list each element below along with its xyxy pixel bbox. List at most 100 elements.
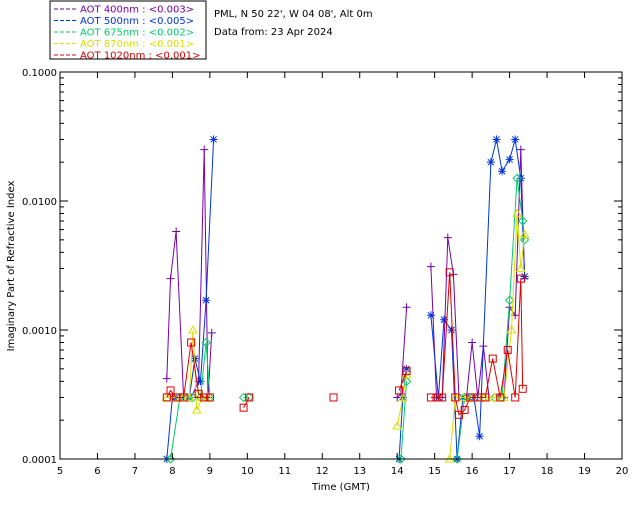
data-point xyxy=(426,311,435,320)
plot-frame xyxy=(59,71,623,460)
data-point xyxy=(511,135,520,144)
data-point xyxy=(445,268,454,277)
data-point xyxy=(190,354,199,363)
data-point xyxy=(196,377,205,386)
data-point xyxy=(397,392,408,401)
data-point xyxy=(481,393,490,402)
x-tick-label: 14 xyxy=(391,466,404,477)
data-point xyxy=(455,410,464,419)
data-point xyxy=(443,233,452,242)
data-point xyxy=(205,393,214,402)
data-point xyxy=(450,392,461,401)
series-line xyxy=(166,342,210,398)
data-point xyxy=(519,235,530,245)
series-5 xyxy=(162,268,527,419)
x-tick-label: 20 xyxy=(616,466,629,477)
legend-entry: AOT 870nm : <0.001> xyxy=(80,39,194,50)
data-point xyxy=(188,324,198,334)
chart-title-location: PML, N 50 22', W 04 08', Alt 0m xyxy=(214,9,373,20)
data-point xyxy=(161,392,172,401)
data-point xyxy=(488,354,497,363)
data-point xyxy=(512,208,522,218)
series-line xyxy=(400,381,408,460)
data-point xyxy=(402,367,411,376)
data-point xyxy=(516,274,525,283)
series-line xyxy=(430,139,526,460)
data-point xyxy=(460,405,469,414)
data-point xyxy=(451,393,460,402)
y-tick-label: 0.0010 xyxy=(22,326,57,337)
data-point xyxy=(486,158,495,167)
x-tick-label: 5 xyxy=(57,466,63,477)
chart-title-date: Data from: 23 Apr 2024 xyxy=(214,27,333,38)
data-point xyxy=(506,324,517,334)
data-point xyxy=(162,374,171,383)
legend: AOT 400nm : <0.003>AOT 500nm : <0.005>AO… xyxy=(49,0,207,62)
data-point xyxy=(245,393,254,402)
x-tick-label: 10 xyxy=(241,466,254,477)
data-point xyxy=(432,393,441,402)
x-tick-label: 7 xyxy=(132,466,138,477)
series-line xyxy=(243,397,250,408)
data-point xyxy=(166,386,175,395)
data-point xyxy=(438,393,447,402)
legend-entry: AOT 400nm : <0.003> xyxy=(80,5,194,16)
data-point xyxy=(200,393,209,402)
data-point xyxy=(447,326,456,334)
data-point xyxy=(200,145,209,154)
data-point xyxy=(457,392,468,401)
y-tick-label: 0.1000 xyxy=(22,68,57,79)
data-point xyxy=(511,393,520,402)
data-point xyxy=(518,384,527,393)
series-4 xyxy=(161,208,530,463)
data-point xyxy=(329,393,338,402)
data-point xyxy=(440,315,449,324)
data-point xyxy=(516,145,525,154)
x-tick-label: 9 xyxy=(207,466,213,477)
x-tick-label: 13 xyxy=(353,466,366,477)
data-point xyxy=(503,345,512,354)
data-point xyxy=(468,338,477,347)
data-point xyxy=(239,403,248,412)
y-tick-label: 0.0100 xyxy=(22,197,57,208)
data-point xyxy=(396,454,406,464)
data-point xyxy=(172,227,181,236)
x-tick-label: 18 xyxy=(541,466,554,477)
series-line xyxy=(396,374,408,427)
data-point xyxy=(512,173,522,183)
data-point xyxy=(209,135,218,144)
data-point xyxy=(402,364,411,373)
data-point xyxy=(426,393,435,402)
data-point xyxy=(392,421,403,430)
data-point xyxy=(187,338,196,347)
x-tick-label: 11 xyxy=(278,466,291,477)
legend-entry: AOT 500nm : <0.005> xyxy=(80,16,194,27)
data-point xyxy=(492,135,501,144)
data-point xyxy=(452,454,462,464)
data-point xyxy=(504,295,515,305)
data-point xyxy=(489,392,500,403)
data-point xyxy=(202,296,211,305)
data-point xyxy=(426,262,435,271)
y-axis-label: Imaginary Part of Refractive Index xyxy=(6,181,17,352)
data-point xyxy=(518,216,528,226)
legend-frame xyxy=(49,0,207,60)
x-tick-label: 19 xyxy=(578,466,591,477)
x-tick-label: 15 xyxy=(428,466,441,477)
legend-entry: AOT 675nm : <0.002> xyxy=(80,28,194,39)
y-tick-label: 0.0001 xyxy=(22,455,57,466)
data-point xyxy=(401,376,412,387)
data-point xyxy=(475,432,484,441)
x-tick-label: 16 xyxy=(466,466,479,477)
series-3 xyxy=(165,173,530,464)
data-point xyxy=(165,454,176,464)
data-point xyxy=(505,155,514,164)
data-point xyxy=(519,229,530,238)
x-axis-label: Time (GMT) xyxy=(311,482,370,493)
data-point xyxy=(207,328,216,337)
data-point xyxy=(515,263,526,272)
x-tick-label: 12 xyxy=(316,466,329,477)
x-tick-label: 8 xyxy=(169,466,175,477)
